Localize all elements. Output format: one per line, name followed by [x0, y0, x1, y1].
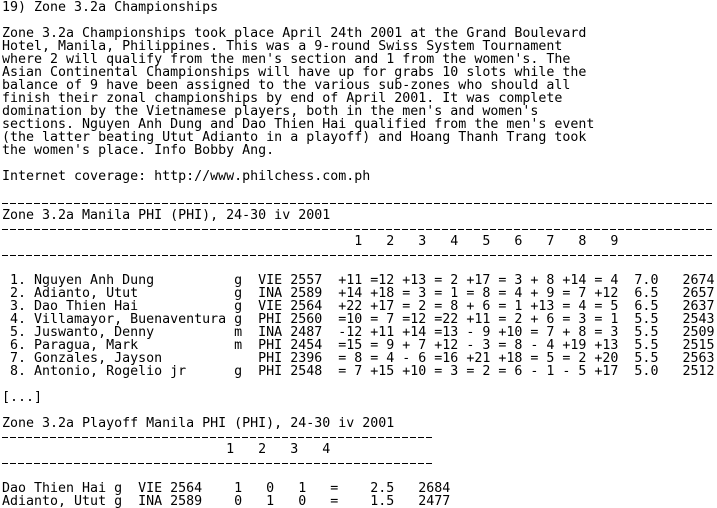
blank: [2, 157, 717, 170]
ellipsis: [...]: [2, 391, 43, 404]
table-header: 1 2 3 4 5 6 7 8 9: [2, 235, 619, 248]
coverage: Internet coverage: http://www.philchess.…: [2, 170, 371, 183]
heading: 19) Zone 3.2a Championships: [2, 1, 219, 14]
player-row: Adianto, Utut g INA 2589 0 1 0 = 1.5 247…: [2, 495, 451, 508]
table-title: Zone 3.2a Playoff Manila PHI (PHI), 24-3…: [2, 417, 395, 430]
separator: [2, 196, 714, 209]
paragraph: Zone 3.2a Championships took place April…: [2, 27, 717, 157]
table-title: Zone 3.2a Manila PHI (PHI), 24-30 iv 200…: [2, 209, 331, 222]
player-row: 7. Gonzales, Jayson PHI 2396 = 8 = 4 - 6…: [2, 352, 715, 365]
separator: [2, 222, 714, 235]
paragraph-line: Zone 3.2a Championships took place April…: [2, 27, 587, 40]
blank: [2, 378, 717, 391]
blank: [2, 261, 717, 274]
player-row: 8. Antonio, Rogelio jr g PHI 2548 = 7 +1…: [2, 365, 715, 378]
player-row: 6. Paragua, Mark m PHI 2454 =15 = 9 + 7 …: [2, 339, 715, 352]
blank: [2, 404, 717, 417]
player-row: 1. Nguyen Anh Dung g VIE 2557 +11 =12 +1…: [2, 274, 715, 287]
player-row: 3. Dao Thien Hai g VIE 2564 +22 +17 = 2 …: [2, 300, 715, 313]
player-row: 5. Juswanto, Denny m INA 2487 -12 +11 +1…: [2, 326, 715, 339]
separator: [2, 248, 714, 261]
blank: [2, 469, 717, 482]
table-header: 1 2 3 4: [2, 443, 331, 456]
blank: [2, 14, 717, 27]
paragraph-line: where 2 will qualify from the men's sect…: [2, 53, 571, 66]
separator: [2, 456, 434, 469]
paragraph-line: finish their zonal championships by end …: [2, 92, 563, 105]
player-row: Dao Thien Hai g VIE 2564 1 0 1 = 2.5 268…: [2, 482, 451, 495]
paragraph-line: domination by the Vietnamese players, bo…: [2, 105, 539, 118]
paragraph-line: Hotel, Manila, Philippines. This was a 9…: [2, 40, 563, 53]
playoff-table: Dao Thien Hai g VIE 2564 1 0 1 = 2.5 268…: [2, 482, 717, 508]
paragraph-line: (the latter beating Utut Adianto in a pl…: [2, 131, 587, 144]
paragraph-line: balance of 9 have been assigned to the v…: [2, 79, 571, 92]
player-row: 4. Villamayor, Buenaventura g PHI 2560 =…: [2, 313, 715, 326]
paragraph-line: Asian Continental Championships will hav…: [2, 66, 587, 79]
paragraph-line: sections. Nguyen Anh Dung and Dao Thien …: [2, 118, 595, 131]
blank: [2, 183, 717, 196]
paragraph-line: the women's place. Info Bobby Ang.: [2, 144, 275, 157]
separator: [2, 430, 434, 443]
crosstable: 1. Nguyen Anh Dung g VIE 2557 +11 =12 +1…: [2, 274, 717, 378]
player-row: 2. Adianto, Utut g INA 2589 +14 +18 = 3 …: [2, 287, 715, 300]
